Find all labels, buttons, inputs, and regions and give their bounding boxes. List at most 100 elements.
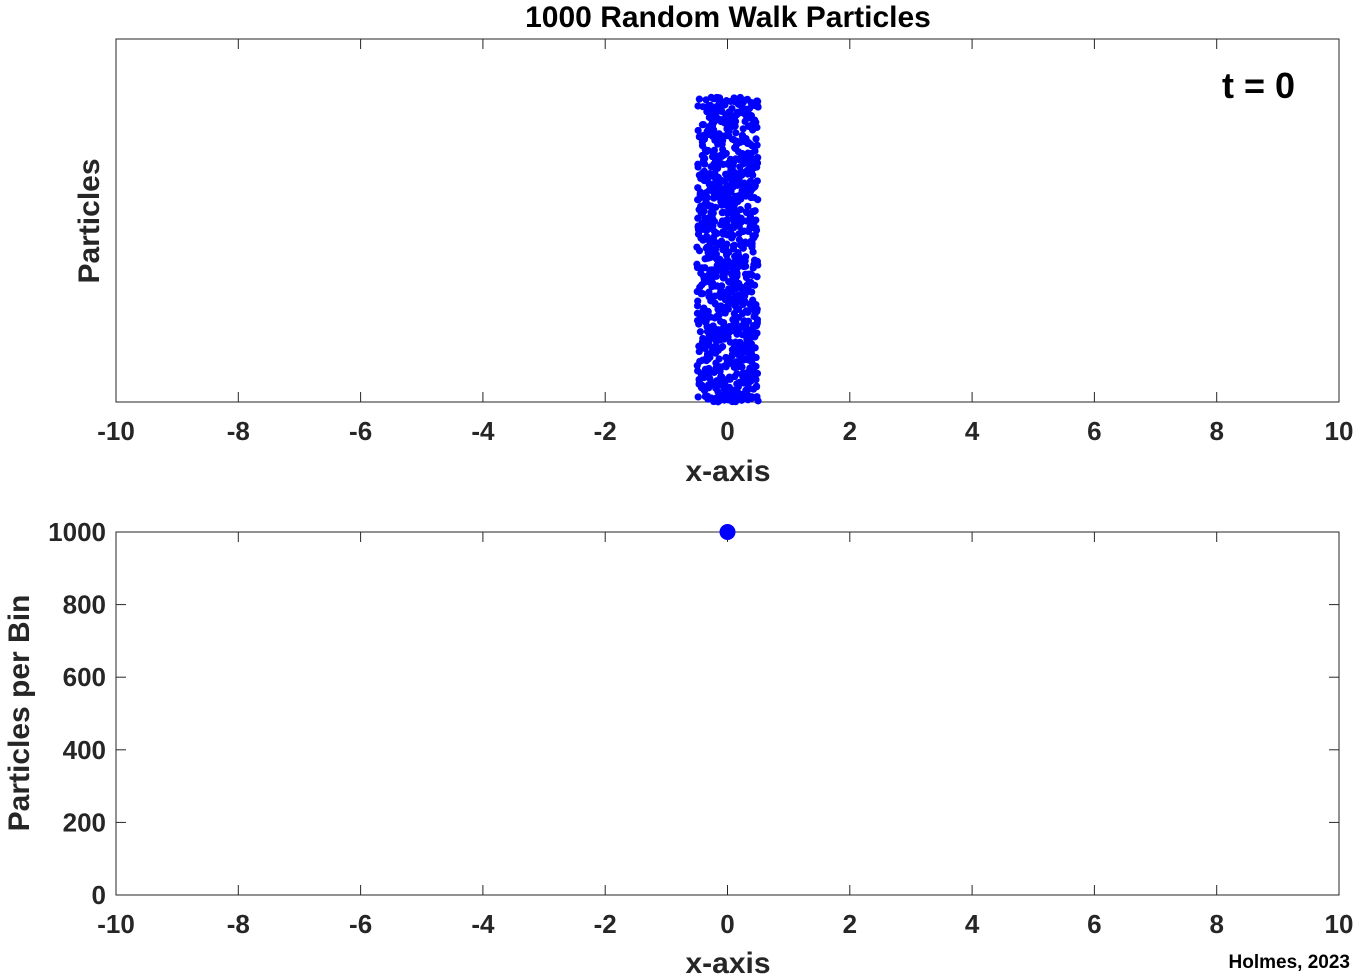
- particle-point: [751, 281, 759, 289]
- bottom-x-tick-label: 6: [1087, 909, 1101, 939]
- particle-point: [704, 277, 712, 286]
- bottom-x-tick-label: -6: [349, 909, 372, 939]
- particle-point: [754, 103, 762, 111]
- particle-point: [739, 156, 747, 164]
- particle-point: [735, 393, 743, 401]
- particle-point: [698, 142, 707, 150]
- particle-point: [747, 394, 755, 403]
- particle-point: [718, 140, 726, 148]
- particle-point: [732, 169, 740, 178]
- particle-point: [711, 157, 720, 165]
- bottom-axes-frame: [115, 531, 1340, 896]
- particle-point: [717, 197, 725, 206]
- top-x-tick-label: 10: [1325, 416, 1354, 446]
- bottom-x-tick-label: 8: [1209, 909, 1223, 939]
- particle-point: [737, 242, 746, 250]
- particle-point: [732, 129, 740, 137]
- particle-point: [717, 376, 725, 384]
- bottom-x-tick-label: 0: [720, 909, 734, 939]
- particle-point: [693, 287, 701, 296]
- particle-point: [730, 343, 738, 352]
- bottom-x-axis-label: x-axis: [685, 947, 770, 980]
- top-x-axis-label: x-axis: [685, 455, 770, 488]
- particle-point: [743, 339, 751, 347]
- particle-point: [753, 320, 761, 328]
- particle-point: [694, 223, 702, 231]
- particle-point: [742, 355, 751, 363]
- bottom-y-ticks: 0 200 400 600 800 1000: [48, 517, 1339, 910]
- particle-point: [714, 398, 722, 406]
- particle-point: [695, 95, 703, 103]
- particle-point: [705, 250, 713, 258]
- particle-point: [747, 237, 755, 245]
- particle-point: [709, 222, 717, 230]
- particle-point: [727, 97, 735, 106]
- bottom-y-tick-label: 800: [63, 590, 106, 620]
- bottom-y-tick-label: 1000: [48, 517, 106, 547]
- bottom-x-tick-label: -2: [594, 909, 617, 939]
- bottom-y-tick-label: 600: [63, 662, 106, 692]
- particle-point: [706, 245, 715, 253]
- bottom-x-tick-label: -4: [471, 909, 495, 939]
- particle-point: [738, 150, 747, 158]
- particle-point: [694, 163, 702, 171]
- particle-point: [749, 296, 757, 304]
- bin-count-point: [719, 524, 736, 540]
- particle-point: [707, 297, 715, 305]
- particle-point: [728, 117, 736, 125]
- particle-point: [732, 285, 740, 293]
- particle-point: [747, 377, 755, 385]
- particle-point: [724, 184, 732, 193]
- particle-point: [730, 309, 738, 318]
- particle-point: [706, 313, 714, 321]
- particle-point: [735, 97, 743, 105]
- particle-point: [727, 111, 735, 119]
- particle-point: [719, 289, 727, 297]
- particle-point: [738, 295, 746, 304]
- particle-point: [749, 385, 758, 393]
- particle-point: [731, 144, 739, 152]
- particle-point: [696, 328, 705, 336]
- particle-point: [713, 282, 721, 290]
- particle-point: [702, 96, 710, 104]
- top-x-tick-label: 2: [843, 416, 857, 446]
- particle-point: [727, 159, 736, 167]
- particle-point: [724, 394, 732, 403]
- particle-point: [741, 324, 749, 332]
- particle-point: [750, 369, 758, 378]
- top-x-tick-label: 4: [965, 416, 980, 446]
- particle-point: [718, 152, 726, 160]
- top-x-tick-label: 0: [720, 416, 734, 446]
- credit-label: Holmes, 2023: [1229, 952, 1350, 973]
- particle-point: [729, 214, 737, 223]
- particle-point: [724, 374, 732, 383]
- particle-point: [708, 122, 717, 130]
- particle-point: [712, 337, 720, 345]
- particle-point: [729, 276, 737, 284]
- particle-point: [723, 199, 731, 207]
- particle-point: [695, 347, 703, 356]
- particle-point: [720, 274, 728, 282]
- particle-point: [752, 226, 761, 234]
- figure-title: 1000 Random Walk Particles: [525, 1, 931, 34]
- particle-point: [693, 302, 702, 310]
- particle-point: [705, 364, 713, 373]
- particle-point: [714, 93, 722, 102]
- particle-point: [697, 209, 705, 217]
- particle-point: [715, 104, 723, 113]
- particle-point: [740, 227, 748, 235]
- top-x-tick-label: 8: [1209, 416, 1223, 446]
- particle-point: [728, 350, 737, 358]
- particle-point: [748, 154, 756, 163]
- particle-point: [694, 214, 702, 222]
- particle-point: [725, 356, 733, 365]
- top-x-tick-label: -2: [594, 416, 617, 446]
- bottom-x-tick-label: 2: [843, 909, 857, 939]
- particle-point: [712, 165, 720, 173]
- particle-point: [700, 344, 709, 352]
- particle-point: [722, 244, 730, 252]
- particle-point: [730, 136, 738, 144]
- particle-point: [735, 213, 743, 222]
- bottom-x-tick-label: -10: [97, 909, 135, 939]
- particle-point: [708, 348, 716, 356]
